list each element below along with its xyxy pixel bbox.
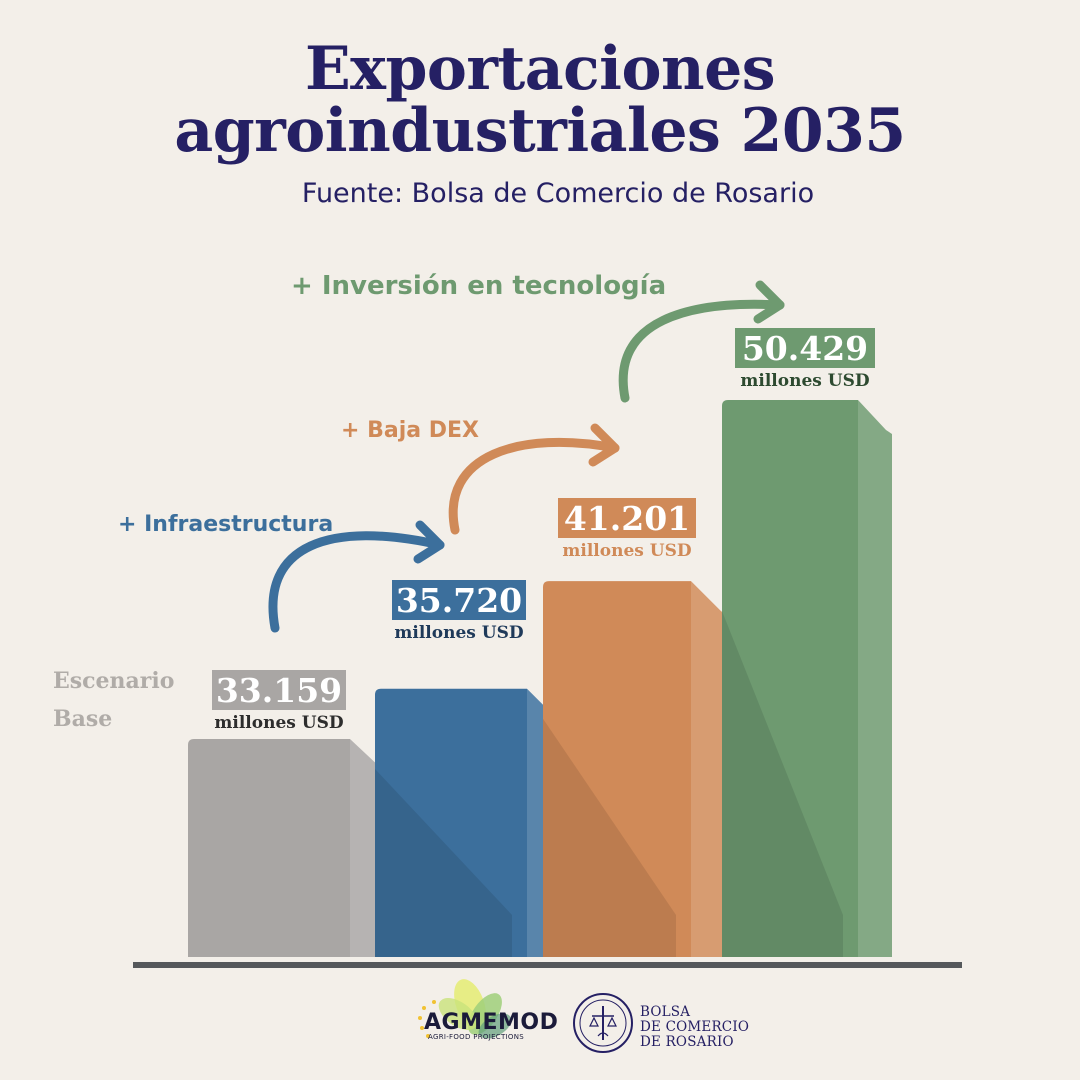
bar-shadow-1 (375, 769, 512, 957)
bar-shadow-2 (543, 718, 676, 957)
arrow-1 (268, 531, 445, 633)
arrow-head-2 (588, 423, 620, 467)
arrow-2 (448, 438, 620, 535)
arrow-3 (618, 299, 785, 403)
category-label-base-1: Base (53, 706, 112, 732)
title-line-1: Exportaciones (304, 34, 776, 104)
category-label-3: + Inversión en tecnología (291, 271, 666, 301)
bar-shadow-3 (722, 611, 843, 957)
agmemod-logo-subtext: AGRI-FOOD PROJECTIONS (428, 1033, 525, 1041)
chart-subtitle: Fuente: Bolsa de Comercio de Rosario (301, 178, 815, 209)
value-label-box-2 (558, 498, 696, 538)
category-label-base-0: Escenario (53, 668, 174, 694)
title-line-2: agroindustriales 2035 (174, 96, 906, 166)
value-label-2: 41.201 (564, 499, 690, 538)
bar-side-3 (858, 400, 892, 957)
agmemod-logo-text: AGMEMOD (424, 1010, 559, 1035)
unit-label-2: millones USD (562, 541, 691, 561)
value-label-0: 33.159 (216, 671, 342, 710)
bcr-logo-text: BOLSA DE COMERCIO DE ROSARIO (640, 1005, 749, 1050)
value-label-box-3 (735, 328, 875, 368)
arrow-head-3 (753, 280, 785, 324)
value-label-3: 50.429 (742, 329, 868, 368)
bcr-line-3: DE ROSARIO (640, 1034, 734, 1050)
bcr-seal-icon (573, 993, 633, 1053)
unit-label-1: millones USD (394, 623, 523, 643)
bar-0 (188, 739, 350, 957)
chart-title: Exportaciones agroindustriales 2035 (0, 38, 1080, 162)
category-label-1: + Infraestructura (118, 512, 333, 537)
value-label-box-0 (212, 670, 346, 710)
category-label-2: + Baja DEX (341, 418, 479, 443)
bar-side-2 (691, 581, 727, 957)
agmemod-logo-icon (418, 979, 512, 1039)
unit-label-3: millones USD (740, 371, 869, 391)
value-label-1: 35.720 (396, 581, 522, 620)
bcr-line-1: BOLSA (640, 1004, 691, 1020)
arrow-head-1 (413, 520, 445, 564)
bcr-line-2: DE COMERCIO (640, 1019, 750, 1035)
value-label-box-1 (392, 580, 526, 620)
unit-label-0: millones USD (214, 713, 343, 733)
